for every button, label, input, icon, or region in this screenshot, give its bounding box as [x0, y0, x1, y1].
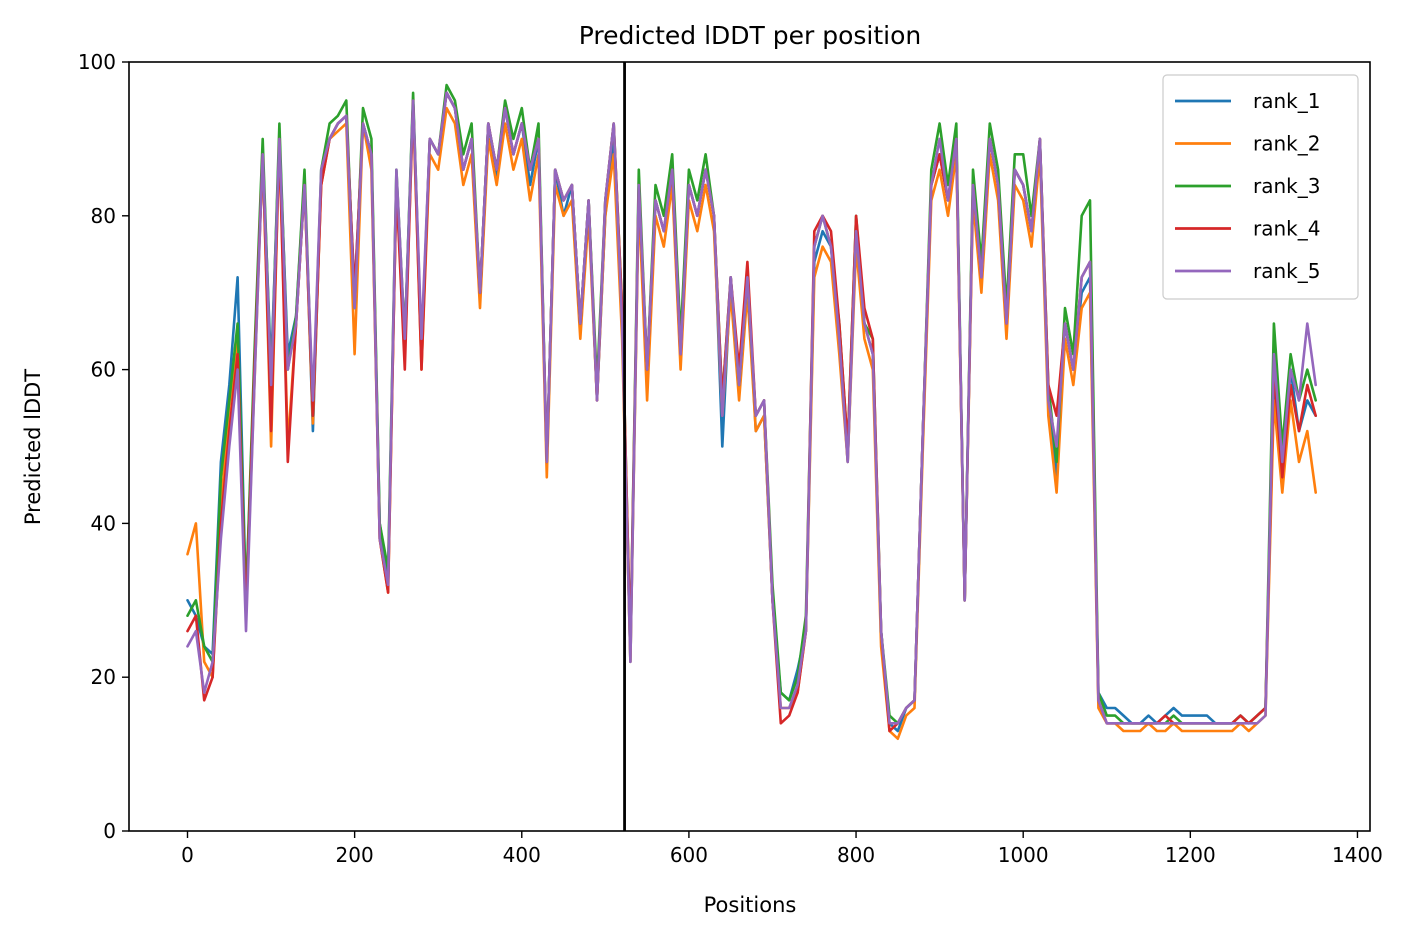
x-tick-label: 800 — [837, 843, 875, 867]
series-line-rank-5 — [186, 91, 1317, 725]
plot-frame — [128, 61, 1371, 832]
x-tick-label: 1400 — [1332, 843, 1383, 867]
y-tick-label: 60 — [91, 358, 116, 382]
y-axis-label: Predicted lDDT — [21, 369, 45, 525]
legend-label: rank_2 — [1253, 132, 1320, 156]
y-tick-label: 40 — [91, 511, 116, 535]
legend-box — [1162, 74, 1359, 300]
legend-label: rank_3 — [1253, 174, 1320, 198]
x-tick-label: 600 — [670, 843, 708, 867]
y-tick-label: 80 — [91, 204, 116, 228]
series-line-rank-1 — [186, 91, 1317, 733]
x-tick-label: 1000 — [998, 843, 1049, 867]
y-tick-label: 0 — [103, 819, 116, 843]
y-axis-ticks: 0 20 40 60 80 100 — [78, 50, 129, 843]
y-tick-label: 20 — [91, 665, 116, 689]
series-line-rank-4 — [186, 91, 1317, 733]
chart-title: Predicted lDDT per position — [579, 21, 921, 50]
legend-label: rank_5 — [1253, 259, 1320, 283]
series-line-rank-2 — [186, 106, 1317, 741]
x-tick-label: 400 — [503, 843, 541, 867]
series-layer — [186, 83, 1317, 741]
legend-label: rank_1 — [1253, 89, 1320, 113]
x-tick-label: 200 — [336, 843, 374, 867]
x-tick-label: 0 — [181, 843, 194, 867]
legend: rank_1 rank_2 rank_3 rank_4 rank_5 — [1162, 74, 1359, 300]
x-tick-label: 1200 — [1165, 843, 1216, 867]
legend-label: rank_4 — [1253, 217, 1320, 241]
x-axis-ticks: 0 200 400 600 800 1000 1200 1400 — [181, 831, 1383, 867]
x-axis-label: Positions — [704, 893, 797, 917]
y-tick-label: 100 — [78, 50, 116, 74]
series-line-rank-3 — [186, 83, 1317, 725]
